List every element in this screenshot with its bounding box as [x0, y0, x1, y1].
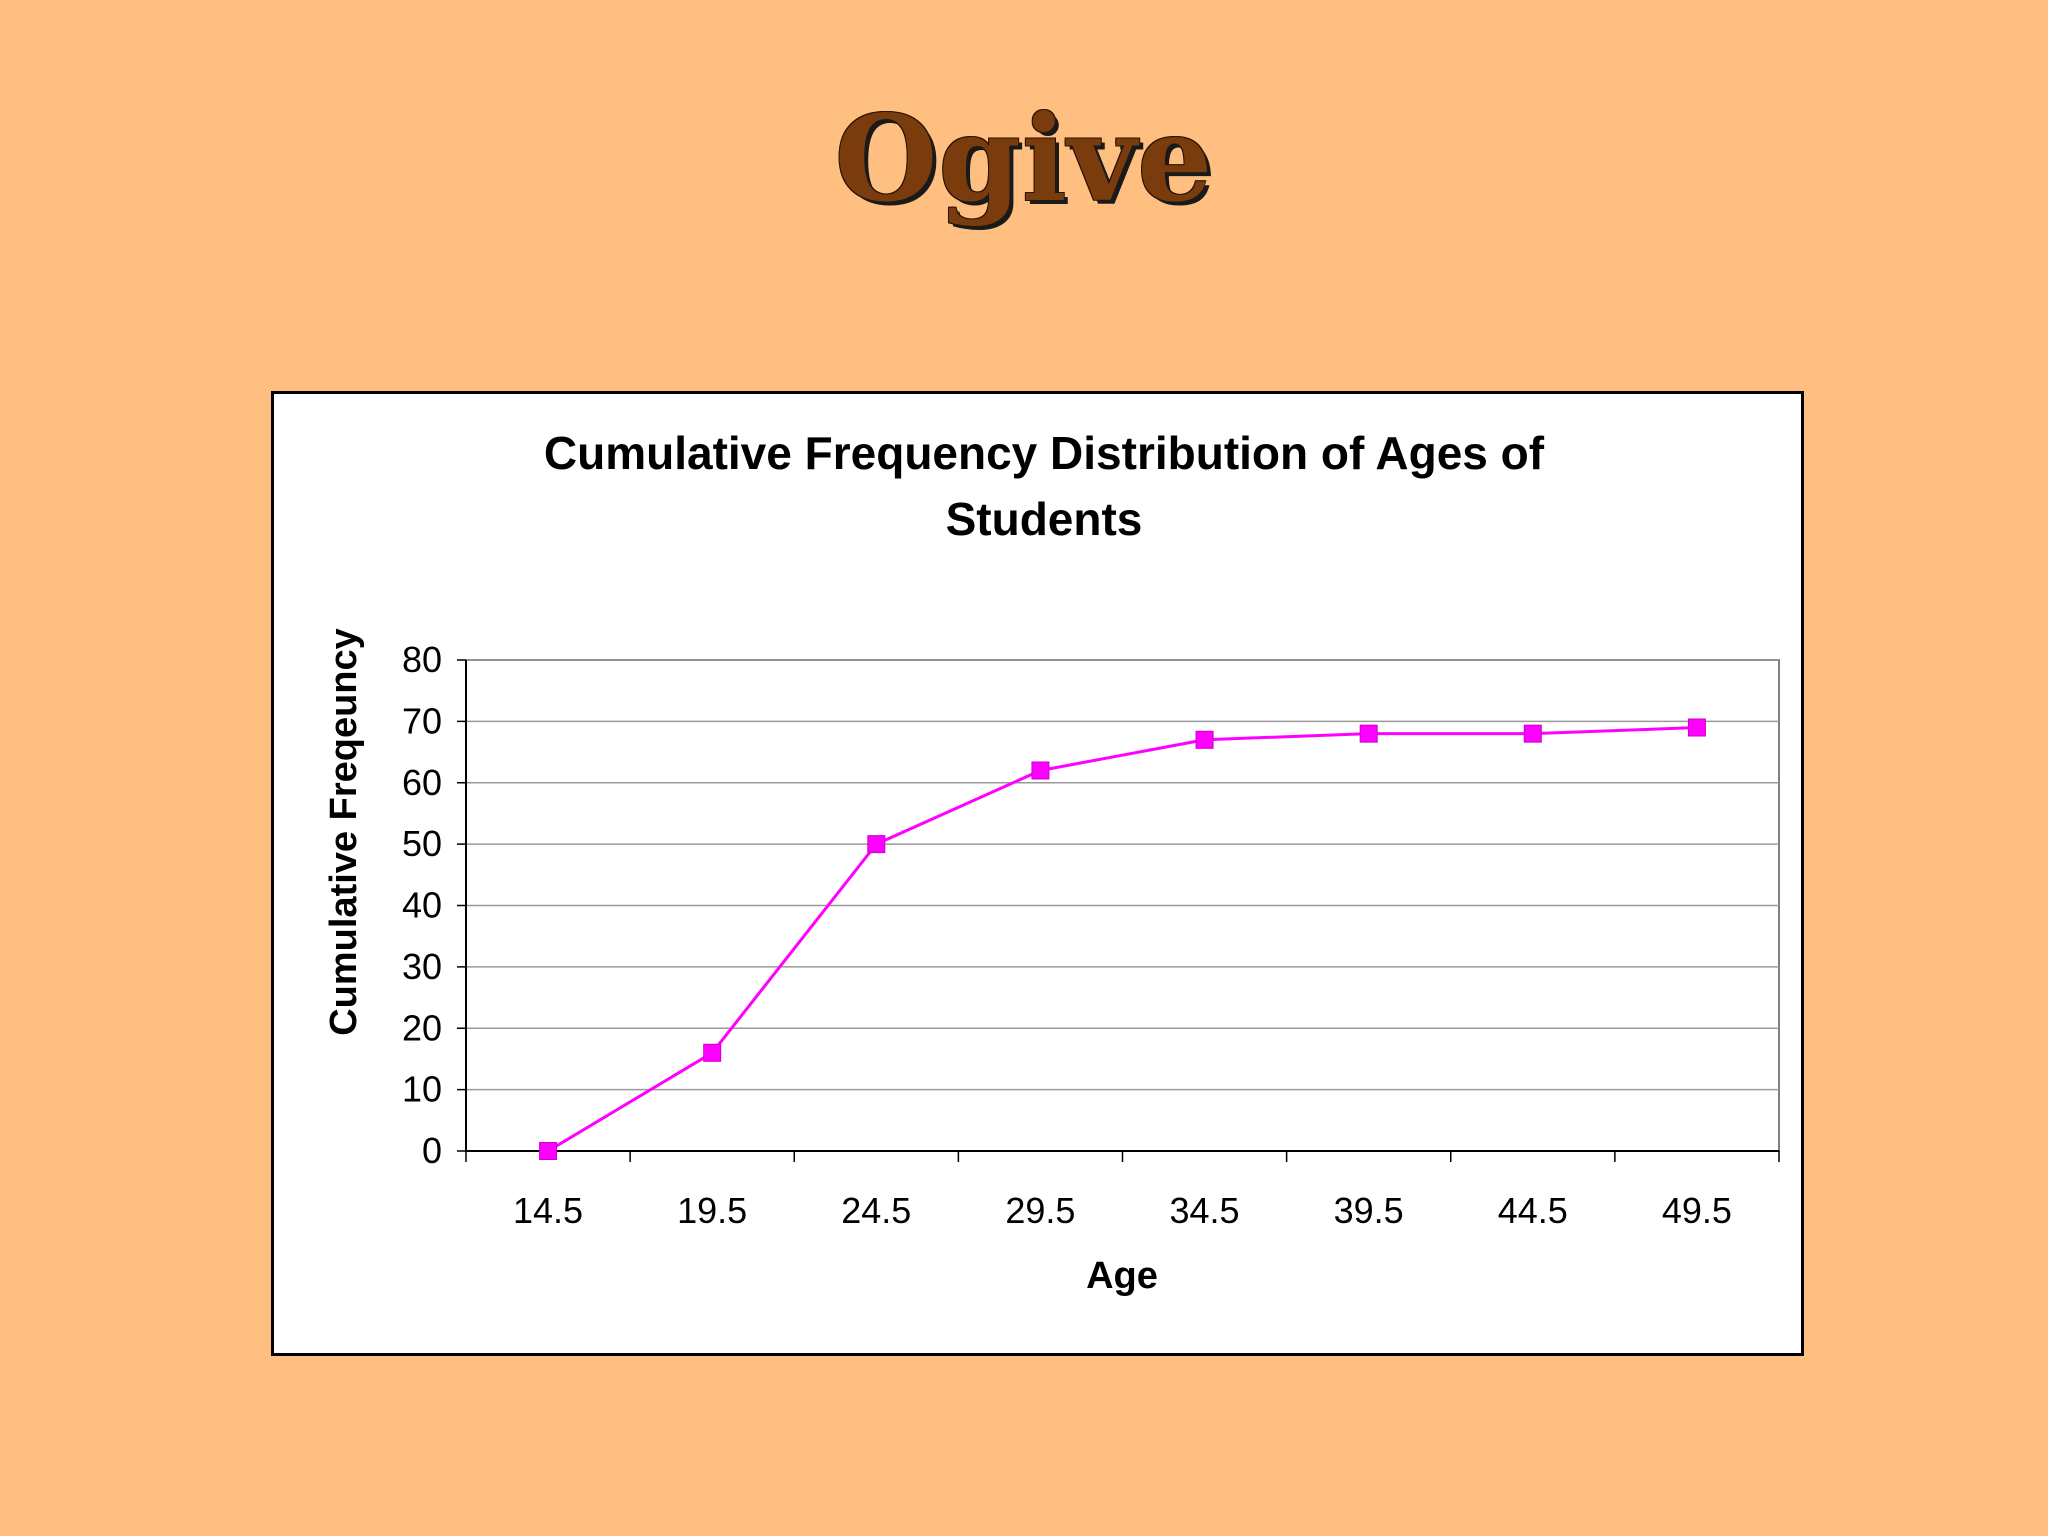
ogive-chart: Cumulative Frequency Distribution of Age… [323, 427, 1780, 1297]
data-point-marker [1195, 730, 1214, 749]
data-point-marker [1523, 724, 1542, 743]
data-point-marker [1031, 761, 1050, 780]
y-axis-title: Cumulative Freqeuncy [323, 628, 365, 1036]
y-tick-label: 40 [402, 885, 442, 926]
series-line [547, 726, 1697, 1153]
x-axis-title: Age [1086, 1255, 1158, 1297]
x-tick-label: 49.5 [1662, 1190, 1732, 1231]
y-tick-label: 30 [402, 946, 442, 987]
y-tick-label: 10 [402, 1069, 442, 1110]
x-tick-label: 39.5 [1334, 1190, 1404, 1231]
x-tick-label: 29.5 [1005, 1190, 1075, 1231]
y-tick-label: 50 [402, 823, 442, 864]
x-tick-label: 14.5 [513, 1190, 583, 1231]
data-point-marker [867, 835, 886, 854]
x-tick-label: 19.5 [677, 1190, 747, 1231]
plot-area: 0 10 20 30 40 50 60 70 80 14.5 19.5 24.5 29.5 34.5 39.… [402, 639, 1780, 1231]
y-tick-label: 80 [402, 639, 442, 680]
data-point-marker [703, 1043, 722, 1062]
y-tick-label: 70 [402, 700, 442, 741]
x-tick-label: 44.5 [1498, 1190, 1568, 1231]
y-tick-label: 20 [402, 1007, 442, 1048]
data-point-marker [1359, 724, 1378, 743]
data-point-marker [539, 1142, 558, 1160]
y-tick-label: 0 [422, 1130, 442, 1171]
chart-title-line-2: Students [946, 493, 1143, 545]
x-tick-label: 34.5 [1170, 1190, 1240, 1231]
chart-frame: Cumulative Frequency Distribution of Age… [271, 391, 1804, 1356]
slide-title: Ogive [834, 89, 1214, 228]
chart-title-line-1: Cumulative Frequency Distribution of Age… [544, 427, 1545, 479]
y-tick-label: 60 [402, 762, 442, 803]
data-point-marker [1687, 718, 1706, 737]
x-tick-label: 24.5 [841, 1190, 911, 1231]
